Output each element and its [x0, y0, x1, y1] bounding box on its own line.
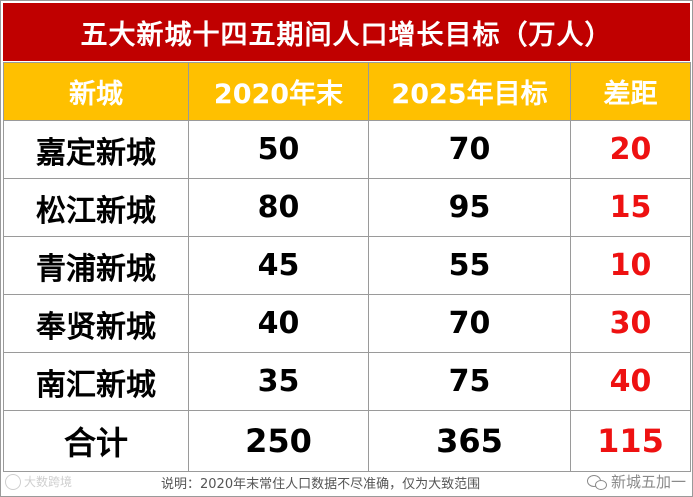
header-city: 新城: [3, 62, 189, 121]
city-name: 松江新城: [3, 178, 189, 237]
table-row: 奉贤新城 40 70 30: [3, 294, 691, 353]
total-row: 合计 250 365 115: [3, 410, 691, 472]
value-gap: 15: [570, 178, 691, 237]
value-gap: 20: [570, 120, 691, 179]
value-gap: 30: [570, 294, 691, 353]
value-2025: 75: [368, 352, 571, 411]
value-gap: 40: [570, 352, 691, 411]
total-gap: 115: [570, 410, 691, 472]
value-2025: 70: [368, 294, 571, 353]
city-name: 奉贤新城: [3, 294, 189, 353]
table-row: 青浦新城 45 55 10: [3, 236, 691, 295]
table-title: 五大新城十四五期间人口增长目标（万人）: [3, 3, 690, 61]
footnote: 说明：2020年末常住人口数据不尽准确，仅为大致范围: [161, 477, 481, 492]
table-row: 松江新城 80 95 15: [3, 178, 691, 237]
header-row: 新城 2020年末 2025年目标 差距: [3, 62, 691, 121]
watermark-right: 新城五加一: [586, 471, 686, 492]
watermark-left: 大数跨境: [5, 473, 72, 490]
city-name: 嘉定新城: [3, 120, 189, 179]
value-2020: 40: [188, 294, 369, 353]
value-2020: 80: [188, 178, 369, 237]
city-name: 青浦新城: [3, 236, 189, 295]
city-name: 南汇新城: [3, 352, 189, 411]
watermark-right-text: 新城五加一: [610, 473, 686, 491]
header-2025: 2025年目标: [368, 62, 571, 121]
value-2025: 95: [368, 178, 571, 237]
total-2025: 365: [368, 410, 571, 472]
table-row: 南汇新城 35 75 40: [3, 352, 691, 411]
watermark-logo-icon: [5, 473, 21, 490]
value-2025: 70: [368, 120, 571, 179]
watermark-left-text: 大数跨境: [24, 475, 73, 489]
value-2020: 50: [188, 120, 369, 179]
value-2025: 55: [368, 236, 571, 295]
table-row: 嘉定新城 50 70 20: [3, 120, 691, 179]
value-gap: 10: [570, 236, 691, 295]
total-label: 合计: [3, 410, 189, 472]
header-2020: 2020年末: [188, 62, 369, 121]
value-2020: 35: [188, 352, 369, 411]
value-2020: 45: [188, 236, 369, 295]
wechat-icon: [586, 474, 607, 490]
total-2020: 250: [188, 410, 369, 472]
header-gap: 差距: [570, 62, 691, 121]
population-table: 新城 2020年末 2025年目标 差距 嘉定新城 50 70 20 松江新城 …: [3, 62, 691, 472]
